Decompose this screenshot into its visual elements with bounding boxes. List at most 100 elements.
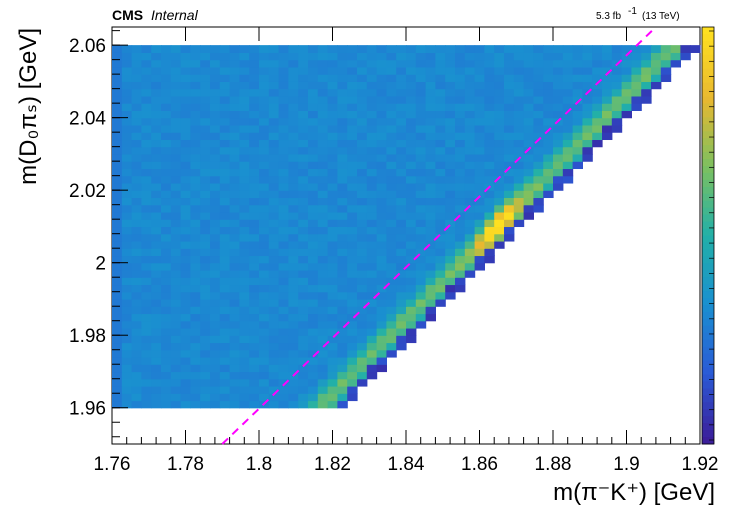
heatmap-cell [249,277,260,286]
heatmap-cell [415,284,427,293]
heatmap-cell [435,204,446,213]
heatmap-cell [131,124,142,133]
heatmap-cell [376,277,387,286]
heatmap-cell [200,320,211,329]
heatmap-cell [533,66,544,75]
heatmap-cell [190,291,201,300]
heatmap-cell [180,124,191,133]
heatmap-cells [112,45,701,409]
color-scale-segment [702,193,714,202]
color-scale-segment [702,325,714,334]
heatmap-cell [239,153,250,162]
heatmap-cell [141,175,152,184]
heatmap-cell [415,313,427,322]
heatmap-cell [268,110,280,119]
heatmap-cell [376,233,387,242]
heatmap-cell [572,146,583,155]
heatmap-cell [513,124,525,133]
heatmap-cell [464,59,476,68]
heatmap-cell [200,103,211,111]
heatmap-cell [112,226,123,235]
heatmap-cell [425,66,436,75]
heatmap-cell [396,182,407,191]
heatmap-cell [641,88,652,97]
heatmap-cell [543,110,554,119]
heatmap-cell [141,204,152,213]
heatmap-cell [190,284,201,293]
heatmap-cell [268,364,280,373]
heatmap-cell [337,117,348,126]
heatmap-cell [415,226,427,235]
heatmap-cell [484,132,495,141]
heatmap-cell [641,66,652,75]
heatmap-cell [229,269,240,278]
heatmap-cell [327,211,338,220]
heatmap-cell [562,45,574,53]
heatmap-cell [121,284,133,293]
heatmap-cell [415,175,427,184]
heatmap-cell [366,124,378,133]
heatmap-cell [151,175,162,184]
heatmap-cell [210,371,221,380]
heatmap-cell [494,204,505,213]
heatmap-cell [357,262,368,271]
heatmap-cell [288,197,299,206]
heatmap-cell [366,248,378,257]
heatmap-cell [200,153,211,162]
heatmap-cell [112,248,123,257]
heatmap-cell [268,269,280,278]
heatmap-cell [131,182,142,191]
heatmap-cell [366,110,378,119]
heatmap-cell [170,153,182,162]
heatmap-cell [553,161,564,170]
heatmap-cell [553,132,564,141]
heatmap-cell [523,190,534,199]
heatmap-cell [357,197,368,206]
heatmap-cell [415,103,427,111]
heatmap-cell [229,349,240,358]
heatmap-cell [494,146,505,155]
heatmap-cell [533,132,544,141]
heatmap-cell [161,284,172,293]
heatmap-cell [396,81,407,90]
heatmap-cell [396,284,407,293]
heatmap-cell [229,168,240,177]
heatmap-cell [229,255,240,264]
heatmap-cell [308,182,319,191]
heatmap-cell [170,240,182,249]
heatmap-cell [337,59,348,68]
heatmap-cell [288,240,299,249]
heatmap-cell [278,52,289,61]
heatmap-cell [347,204,358,213]
heatmap-cell [337,356,348,365]
heatmap-cell [288,66,299,75]
heatmap-cell [386,81,397,90]
heatmap-cell [660,45,672,53]
heatmap-cell [229,161,240,170]
heatmap-cell [415,153,427,162]
heatmap-cell [425,81,436,90]
heatmap-cell [298,240,309,249]
heatmap-cell [484,52,495,61]
heatmap-cell [347,81,358,90]
heatmap-cell [396,124,407,133]
heatmap-cell [249,313,260,322]
heatmap-cell [513,103,525,111]
heatmap-cell [376,52,387,61]
heatmap-cell [278,74,289,82]
heatmap-cell [298,190,309,199]
heatmap-cell [288,153,299,162]
heatmap-cell [308,74,319,82]
heatmap-cell [366,269,378,278]
heatmap-cell [288,139,299,148]
heatmap-cell [268,204,280,213]
heatmap-cell [504,233,515,242]
heatmap-cell [288,161,299,170]
heatmap-cell [180,262,191,271]
color-scale-segment [702,89,714,97]
heatmap-cell [504,182,515,191]
heatmap-cell [121,298,133,307]
heatmap-cell [513,88,525,97]
heatmap-cell [366,226,378,235]
heatmap-cell [239,306,250,315]
